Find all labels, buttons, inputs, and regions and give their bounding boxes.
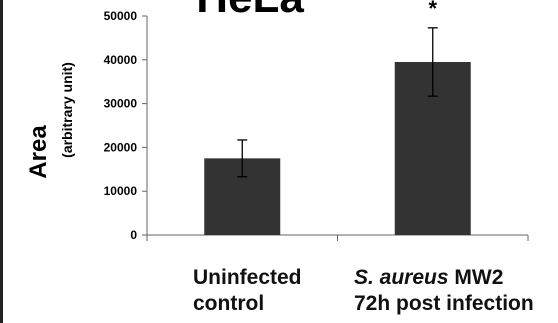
- category-label-s-aureus: S. aureus MW2 72h post infection: [354, 265, 534, 317]
- significance-asterisk: *: [428, 0, 437, 21]
- strain-name: MW2: [454, 266, 504, 289]
- figure-border-left: [0, 0, 3, 323]
- y-tick-label: 0: [130, 228, 137, 242]
- y-tick-labels: 0 10000 20000 30000 40000 50000: [104, 9, 138, 242]
- chart-title: HeLa: [196, 0, 304, 22]
- category-label-line: control: [193, 292, 265, 315]
- y-tick-label: 30000: [104, 97, 138, 111]
- y-axis-sublabel: (arbitrary unit): [59, 62, 75, 158]
- category-label-line: S. aureus MW2: [354, 265, 534, 291]
- y-tick-label: 40000: [104, 53, 138, 67]
- error-bars: [237, 27, 438, 178]
- y-tick-label: 10000: [104, 184, 138, 198]
- bars: [204, 61, 471, 235]
- y-tick-label: 50000: [104, 9, 138, 23]
- category-label-uninfected: Uninfected control: [193, 265, 302, 317]
- y-axis-label: Area: [25, 125, 52, 179]
- category-label-line: Uninfected: [193, 266, 302, 289]
- significance-marks: *: [428, 0, 437, 21]
- species-name: S. aureus: [354, 266, 449, 289]
- y-tick-label: 20000: [104, 140, 138, 154]
- category-label-line: 72h post infection: [354, 292, 534, 315]
